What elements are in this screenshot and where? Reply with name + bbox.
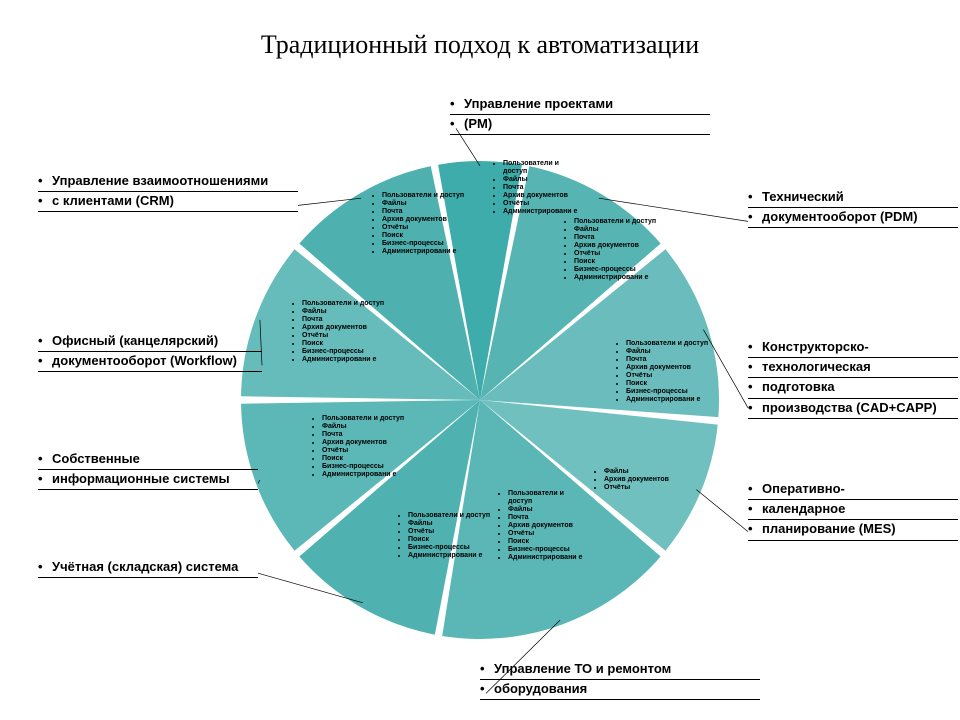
- inner-feature-item: Администрировани е: [503, 208, 584, 216]
- slice-label: • Управление ТО и ремонтом• оборудования: [480, 660, 760, 700]
- inner-feature-item: Файлы: [574, 226, 660, 234]
- inner-feature-item: Пользователи и доступ: [322, 415, 408, 423]
- inner-feature-item: Архив документов: [382, 216, 466, 224]
- inner-feature-item: Администрировани е: [382, 248, 466, 256]
- inner-feature-item: Поиск: [322, 455, 408, 463]
- inner-feature-item: Архив документов: [604, 476, 690, 484]
- inner-feature-list: Пользователи и доступФайлыПочтаАрхив док…: [368, 192, 466, 256]
- inner-feature-item: Администрировани е: [322, 471, 408, 479]
- inner-feature-item: Бизнес-процессы: [574, 266, 660, 274]
- slice-label: • Собственные• информационные системы: [38, 450, 258, 490]
- inner-feature-item: Бизнес-процессы: [302, 348, 388, 356]
- inner-feature-item: Отчёты: [302, 332, 388, 340]
- inner-feature-item: Пользователи и доступ: [503, 160, 584, 176]
- inner-feature-item: Файлы: [322, 423, 408, 431]
- inner-feature-list: Пользователи и доступФайлыПочтаАрхив док…: [612, 340, 712, 404]
- inner-feature-item: Файлы: [382, 200, 466, 208]
- slice-label: • Учётная (складская) система: [38, 558, 258, 578]
- leader-line: [696, 490, 748, 532]
- inner-feature-item: Почта: [302, 316, 388, 324]
- inner-feature-list: Пользователи и доступФайлыПочтаАрхив док…: [494, 490, 589, 562]
- inner-feature-item: Отчёты: [574, 250, 660, 258]
- inner-feature-item: Пользователи и доступ: [408, 512, 494, 520]
- inner-feature-item: Администрировани е: [408, 552, 494, 560]
- inner-feature-item: Почта: [382, 208, 466, 216]
- inner-feature-list: Пользователи и доступФайлыОтчётыПоискБиз…: [394, 512, 494, 560]
- inner-feature-item: Бизнес-процессы: [322, 463, 408, 471]
- inner-feature-item: Почта: [574, 234, 660, 242]
- inner-feature-item: Почта: [626, 356, 712, 364]
- inner-feature-item: Поиск: [302, 340, 388, 348]
- inner-feature-item: Почта: [508, 514, 589, 522]
- inner-feature-item: Почта: [322, 431, 408, 439]
- inner-feature-item: Пользователи и доступ: [302, 300, 388, 308]
- inner-feature-item: Администрировани е: [302, 356, 388, 364]
- inner-feature-item: Пользователи и доступ: [382, 192, 466, 200]
- slice-label: • Технический• документооборот (PDM): [748, 188, 958, 228]
- slice-label: • Управление взаимоотношениями• с клиент…: [38, 172, 298, 212]
- inner-feature-item: Отчёты: [508, 530, 589, 538]
- inner-feature-item: Администрировани е: [574, 274, 660, 282]
- inner-feature-list: Пользователи и доступФайлыПочтаАрхив док…: [308, 415, 408, 479]
- inner-feature-item: Отчёты: [604, 484, 690, 492]
- inner-feature-item: Отчёты: [503, 200, 584, 208]
- inner-feature-list: ФайлыАрхив документовОтчёты: [590, 468, 690, 492]
- inner-feature-item: Поиск: [574, 258, 660, 266]
- inner-feature-item: Файлы: [626, 348, 712, 356]
- inner-feature-list: Пользователи и доступФайлыПочтаАрхив док…: [489, 160, 584, 216]
- inner-feature-list: Пользователи и доступФайлыПочтаАрхив док…: [288, 300, 388, 364]
- inner-feature-item: Поиск: [626, 380, 712, 388]
- inner-feature-item: Файлы: [408, 520, 494, 528]
- inner-feature-item: Отчёты: [626, 372, 712, 380]
- inner-feature-item: Архив документов: [302, 324, 388, 332]
- inner-feature-item: Пользователи и доступ: [626, 340, 712, 348]
- slice-label: • Офисный (канцелярский)• документооборо…: [38, 332, 262, 372]
- inner-feature-item: Поиск: [408, 536, 494, 544]
- inner-feature-item: Отчёты: [382, 224, 466, 232]
- inner-feature-item: Файлы: [503, 176, 584, 184]
- inner-feature-item: Архив документов: [574, 242, 660, 250]
- inner-feature-item: Поиск: [382, 232, 466, 240]
- inner-feature-item: Файлы: [508, 506, 589, 514]
- slice-label: • Оперативно-• календарное• планирование…: [748, 480, 958, 541]
- inner-feature-item: Почта: [503, 184, 584, 192]
- inner-feature-item: Бизнес-процессы: [626, 388, 712, 396]
- slice-label: • Конструкторско-• технологическая• подг…: [748, 338, 958, 419]
- inner-feature-item: Бизнес-процессы: [408, 544, 494, 552]
- inner-feature-item: Пользователи и доступ: [508, 490, 589, 506]
- inner-feature-list: Пользователи и доступФайлыПочтаАрхив док…: [560, 218, 660, 282]
- inner-feature-item: Пользователи и доступ: [574, 218, 660, 226]
- inner-feature-item: Бизнес-процессы: [382, 240, 466, 248]
- slice-label: • Управление проектами• (PM): [450, 95, 710, 135]
- inner-feature-item: Бизнес-процессы: [508, 546, 589, 554]
- inner-feature-item: Архив документов: [626, 364, 712, 372]
- pie-chart: • Управление проектами• (PM) • Технически…: [0, 80, 960, 720]
- inner-feature-item: Отчёты: [322, 447, 408, 455]
- inner-feature-item: Файлы: [604, 468, 690, 476]
- inner-feature-item: Поиск: [508, 538, 589, 546]
- inner-feature-item: Файлы: [302, 308, 388, 316]
- inner-feature-item: Архив документов: [503, 192, 584, 200]
- inner-feature-item: Архив документов: [322, 439, 408, 447]
- inner-feature-item: Отчёты: [408, 528, 494, 536]
- inner-feature-item: Администрировани е: [626, 396, 712, 404]
- page-title: Традиционный подход к автоматизации: [0, 30, 960, 60]
- inner-feature-item: Архив документов: [508, 522, 589, 530]
- inner-feature-item: Администрировани е: [508, 554, 589, 562]
